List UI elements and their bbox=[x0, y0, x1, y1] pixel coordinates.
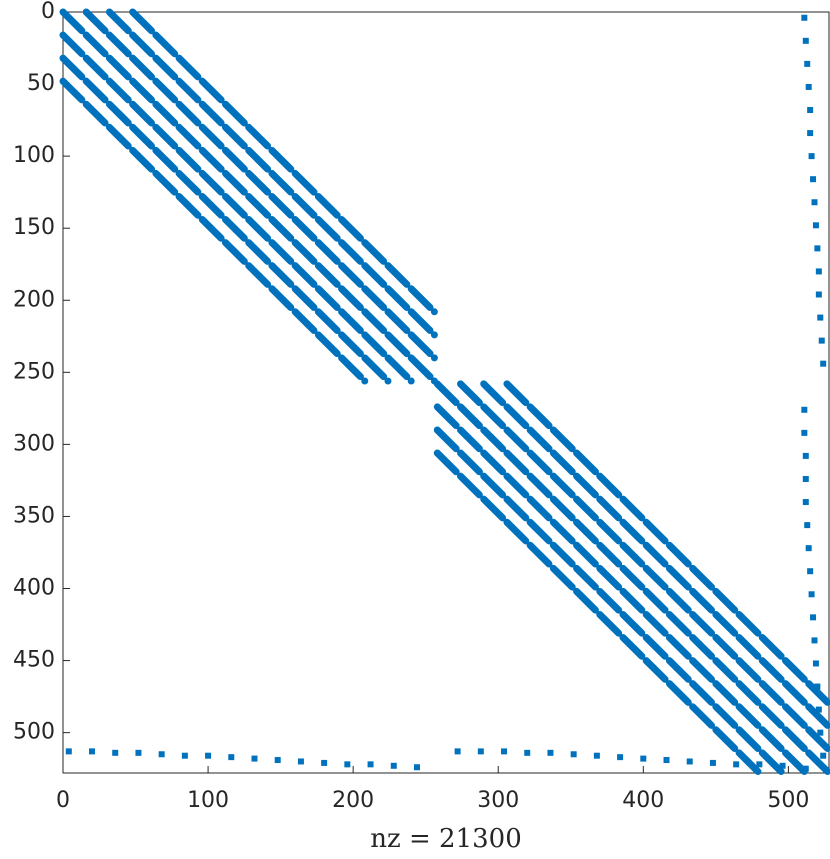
y-tick-label: 350 bbox=[13, 503, 55, 528]
y-tick-label: 100 bbox=[13, 143, 55, 168]
x-tick-label: 300 bbox=[477, 788, 519, 813]
x-axis-label: nz = 21300 bbox=[370, 824, 521, 854]
x-tick-label: 0 bbox=[56, 788, 70, 813]
y-tick-label: 0 bbox=[41, 0, 55, 24]
diagonal-band bbox=[105, 8, 438, 339]
diagonal-band bbox=[129, 8, 438, 316]
diagonal-band bbox=[59, 31, 415, 385]
x-tick-label: 400 bbox=[622, 788, 664, 813]
y-tick-label: 50 bbox=[27, 71, 55, 96]
diagonal-band bbox=[82, 8, 438, 362]
y-tick-label: 300 bbox=[13, 431, 55, 456]
y-tick-label: 200 bbox=[13, 287, 55, 312]
diagonal-band bbox=[433, 426, 785, 776]
y-tick-label: 250 bbox=[13, 359, 55, 384]
x-tick-label: 200 bbox=[332, 788, 374, 813]
diagonal-band bbox=[503, 380, 830, 706]
diagonal-band bbox=[59, 8, 438, 385]
y-tick-label: 150 bbox=[13, 215, 55, 240]
y-tick-label: 400 bbox=[13, 576, 55, 601]
diagonal-band bbox=[433, 380, 830, 776]
diagonal-band bbox=[59, 54, 392, 385]
diagonal-band bbox=[59, 77, 369, 385]
x-tick-label: 100 bbox=[187, 788, 229, 813]
diagonal-band bbox=[457, 380, 830, 752]
diagonal-band bbox=[433, 449, 762, 776]
y-tick-label: 500 bbox=[13, 720, 55, 745]
diagonal-band bbox=[433, 403, 808, 776]
x-tick-label: 500 bbox=[767, 788, 809, 813]
diagonal-band bbox=[480, 380, 830, 729]
y-tick-label: 450 bbox=[13, 648, 55, 673]
